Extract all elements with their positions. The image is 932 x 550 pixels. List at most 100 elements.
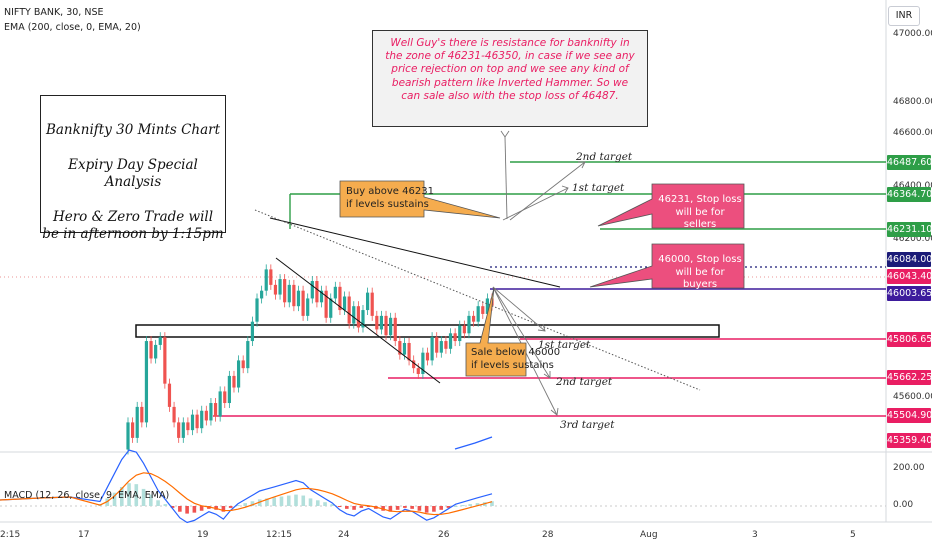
- candle[interactable]: [227, 375, 231, 404]
- candle[interactable]: [260, 290, 264, 299]
- price-label-46364[interactable]: 46364.70: [887, 187, 932, 202]
- candle[interactable]: [365, 292, 370, 311]
- candle[interactable]: [421, 352, 425, 374]
- candle[interactable]: [352, 306, 356, 324]
- candle[interactable]: [131, 422, 135, 438]
- candle[interactable]: [333, 286, 337, 299]
- currency-button[interactable]: INR: [888, 6, 920, 26]
- candle[interactable]: [204, 410, 208, 421]
- candle[interactable]: [444, 341, 448, 349]
- macd-indicator-label[interactable]: MACD (12, 26, close, 9, EMA, EMA): [4, 490, 170, 501]
- candle[interactable]: [232, 375, 236, 388]
- candle[interactable]: [255, 298, 259, 322]
- analysis-title-box[interactable]: Banknifty 30 Mints Chart Expiry Day Spec…: [40, 95, 226, 242]
- candle[interactable]: [172, 406, 176, 423]
- candle[interactable]: [163, 337, 167, 384]
- candle[interactable]: [158, 337, 162, 345]
- candle[interactable]: [144, 341, 149, 423]
- candle[interactable]: [407, 342, 411, 361]
- candle[interactable]: [462, 325, 466, 334]
- candle[interactable]: [310, 281, 314, 299]
- candle[interactable]: [149, 341, 153, 359]
- candle[interactable]: [177, 422, 181, 438]
- candle[interactable]: [278, 279, 282, 295]
- candle[interactable]: [356, 306, 360, 328]
- candle[interactable]: [195, 414, 199, 429]
- support-zone-box[interactable]: [135, 324, 720, 338]
- candle[interactable]: [283, 279, 287, 303]
- sl-sellers-callout-shape[interactable]: [597, 183, 745, 229]
- trendline-lower[interactable]: [275, 257, 441, 384]
- candle[interactable]: [393, 317, 397, 342]
- sl-buyers-callout-shape[interactable]: [589, 243, 745, 289]
- candle[interactable]: [361, 310, 365, 328]
- candle[interactable]: [213, 403, 218, 417]
- candle[interactable]: [379, 315, 384, 330]
- candle[interactable]: [218, 391, 222, 417]
- candle[interactable]: [412, 360, 416, 369]
- buy-callout-shape[interactable]: [339, 180, 501, 219]
- candle[interactable]: [186, 422, 190, 431]
- candle[interactable]: [467, 315, 471, 334]
- candle[interactable]: [264, 269, 268, 291]
- price-label-46487[interactable]: 46487.60: [887, 155, 932, 170]
- price-label-46084[interactable]: 46084.00: [887, 252, 932, 267]
- candle[interactable]: [481, 306, 485, 314]
- trendline-dotted[interactable]: [254, 209, 701, 391]
- candle[interactable]: [140, 406, 144, 423]
- candle[interactable]: [370, 292, 374, 316]
- candle[interactable]: [135, 406, 139, 438]
- candle[interactable]: [416, 368, 420, 374]
- candle[interactable]: [287, 284, 291, 303]
- candle[interactable]: [448, 333, 453, 349]
- candle[interactable]: [430, 337, 434, 361]
- candle[interactable]: [167, 383, 172, 407]
- candle[interactable]: [223, 391, 227, 404]
- candle[interactable]: [389, 317, 393, 336]
- candle[interactable]: [398, 341, 402, 355]
- price-label-45662[interactable]: 45662.25: [887, 370, 932, 385]
- ema-indicator-label[interactable]: EMA (200, close, 0, EMA, 20): [4, 22, 141, 33]
- candle[interactable]: [200, 410, 204, 429]
- candle[interactable]: [246, 341, 250, 369]
- candle[interactable]: [476, 306, 480, 322]
- candle[interactable]: [485, 298, 489, 314]
- price-label-45504[interactable]: 45504.90: [887, 408, 932, 423]
- candle[interactable]: [209, 403, 213, 421]
- candle[interactable]: [425, 352, 430, 361]
- candle[interactable]: [306, 298, 310, 316]
- candle[interactable]: [435, 337, 439, 353]
- candle[interactable]: [301, 290, 305, 316]
- candle[interactable]: [250, 321, 255, 342]
- candle[interactable]: [269, 269, 273, 285]
- candle[interactable]: [453, 333, 457, 342]
- candle[interactable]: [319, 290, 324, 303]
- candle[interactable]: [236, 360, 241, 388]
- trendline-upper[interactable]: [269, 217, 561, 288]
- candle[interactable]: [292, 284, 296, 307]
- candle[interactable]: [315, 281, 319, 303]
- price-label-46003[interactable]: 46003.65: [887, 286, 932, 301]
- candle[interactable]: [439, 341, 443, 353]
- candle[interactable]: [154, 344, 158, 359]
- candle[interactable]: [384, 315, 388, 336]
- candle[interactable]: [471, 315, 476, 322]
- candle[interactable]: [324, 290, 328, 318]
- candle[interactable]: [375, 315, 379, 330]
- candle[interactable]: [342, 296, 347, 311]
- candle[interactable]: [347, 296, 351, 324]
- price-label-46043[interactable]: 46043.40: [887, 269, 932, 284]
- candle[interactable]: [329, 298, 333, 318]
- candle[interactable]: [126, 422, 130, 450]
- candle[interactable]: [338, 286, 342, 311]
- candle[interactable]: [181, 422, 185, 438]
- candle[interactable]: [190, 414, 195, 431]
- sale-callout-shape[interactable]: [465, 287, 527, 377]
- candle[interactable]: [241, 360, 245, 369]
- price-label-45806[interactable]: 45806.65: [887, 332, 932, 347]
- resistance-note-box[interactable]: Well Guy's there is resistance for bankn…: [372, 30, 648, 127]
- candle[interactable]: [296, 290, 301, 307]
- candle[interactable]: [458, 325, 462, 342]
- price-label-45359[interactable]: 45359.40: [887, 433, 932, 448]
